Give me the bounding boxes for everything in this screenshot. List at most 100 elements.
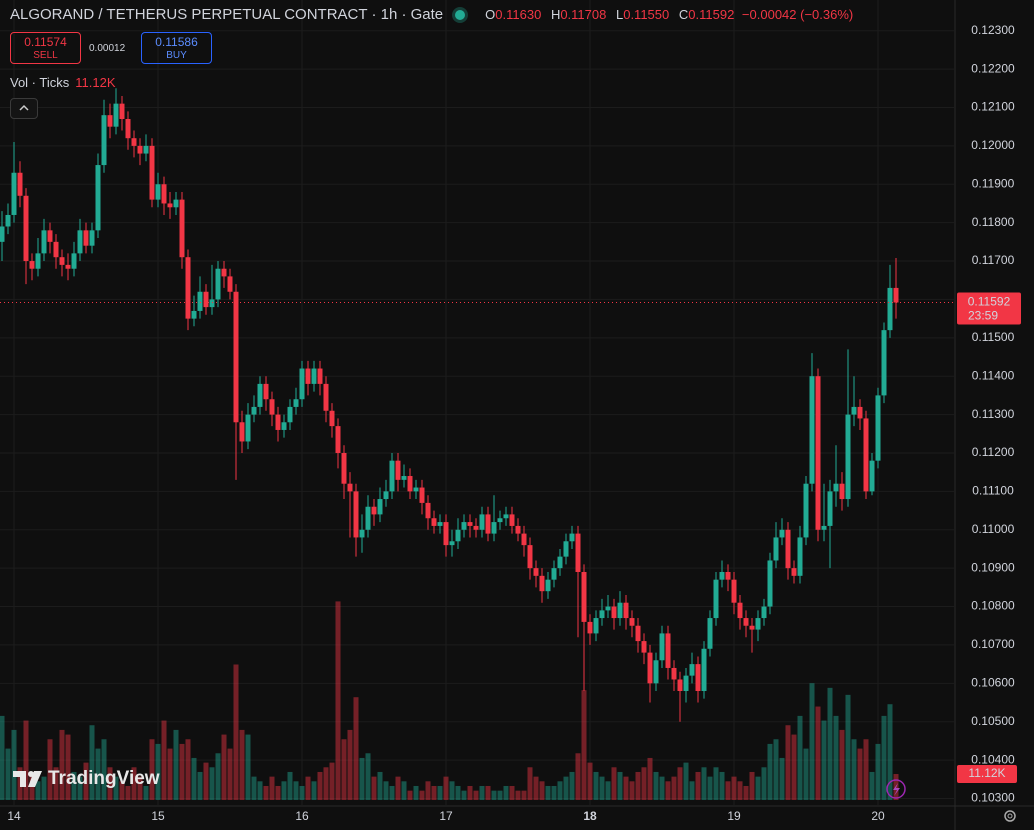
candle-body <box>725 571 731 580</box>
candle-body <box>419 487 425 503</box>
volume-bar <box>341 739 347 800</box>
candle-body <box>299 368 305 400</box>
candle-body <box>557 556 563 569</box>
logo: TradingView <box>12 768 160 790</box>
volume-bar <box>761 767 767 800</box>
candle-body <box>407 476 413 492</box>
volume-bar <box>233 664 239 800</box>
y-tick-label: 0.11000 <box>972 522 1015 536</box>
candle-body <box>461 522 467 530</box>
volume-bar <box>629 781 635 800</box>
volume-bar <box>365 753 371 800</box>
volume-bar <box>89 725 95 800</box>
candle-body <box>209 299 215 308</box>
volume-bar <box>281 781 287 800</box>
volume-bar <box>431 785 437 800</box>
volume-bar <box>635 771 641 800</box>
ohlc-key: L <box>615 7 624 22</box>
buy-button[interactable]: 0.11586 BUY <box>141 32 212 64</box>
volume-bar <box>755 776 761 800</box>
candle-body <box>863 418 869 492</box>
sell-button[interactable]: 0.11574 SELL <box>10 32 81 64</box>
ohlc-value: 0.11592 <box>688 7 735 22</box>
x-tick-label: 20 <box>871 809 885 823</box>
volume-bar <box>197 771 203 800</box>
y-tick-label: 0.11400 <box>972 368 1015 382</box>
volume-bar <box>221 734 227 800</box>
volume-bar <box>185 739 191 800</box>
candle-body <box>779 529 785 538</box>
candle-body <box>191 310 197 319</box>
volume-bar <box>209 767 215 800</box>
volume-bar <box>791 734 797 800</box>
volume-bar <box>461 790 467 800</box>
candle-body <box>641 641 647 653</box>
candle-body <box>677 679 683 691</box>
y-tick-label: 0.12200 <box>971 61 1015 75</box>
candle-body <box>449 541 455 546</box>
volume-value: 11.12K <box>75 75 116 90</box>
volume-bar <box>731 776 737 800</box>
volume-bar <box>215 753 221 800</box>
volume-bar <box>161 720 167 800</box>
volume-bar <box>821 720 827 800</box>
volume-bar <box>695 771 701 800</box>
volume-bar <box>839 729 845 800</box>
candle-body <box>833 483 839 492</box>
volume-bar <box>263 785 269 800</box>
candle-body <box>59 257 65 265</box>
volume-bar <box>251 776 257 800</box>
candle-body <box>743 618 749 626</box>
ohlc: O0.11630 H0.11708 L0.11550 C0.11592 −0.0… <box>479 7 853 22</box>
candle-body <box>797 537 803 576</box>
candle-body <box>335 426 341 453</box>
volume-bar <box>521 790 527 800</box>
sell-label: SELL <box>33 50 58 61</box>
candle-body <box>107 115 113 127</box>
x-tick-label: 19 <box>727 809 741 823</box>
volume-bar <box>227 748 233 800</box>
y-tick-label: 0.11900 <box>972 176 1015 190</box>
candle-body <box>551 568 557 580</box>
candle-body <box>701 648 707 691</box>
volume-bar <box>245 734 251 800</box>
volume-bar <box>101 739 107 800</box>
candle-body <box>293 399 299 407</box>
candle-body <box>761 606 767 619</box>
volume-bar <box>593 771 599 800</box>
candle-body <box>713 579 719 619</box>
volume-bar <box>551 785 557 800</box>
volume-bar <box>623 776 629 800</box>
ohlc-value: 0.11708 <box>560 7 607 22</box>
volume-bar <box>875 743 881 800</box>
volume-bar <box>335 601 341 800</box>
candle-body <box>467 522 473 526</box>
volume-bar <box>257 781 263 800</box>
candle-body <box>815 376 821 530</box>
candle-body <box>113 103 119 127</box>
candle-body <box>251 406 257 415</box>
volume-bar <box>53 767 59 800</box>
candle-body <box>533 568 539 576</box>
settings-icon[interactable] <box>1004 810 1016 822</box>
y-tick-label: 0.11300 <box>972 407 1015 421</box>
candle-body <box>227 276 233 292</box>
volume-bar <box>707 776 713 800</box>
lightning-icon[interactable] <box>886 779 906 799</box>
candle-body <box>317 368 323 384</box>
candle-body <box>395 460 401 480</box>
volume-bar <box>107 767 113 800</box>
ohlc-key: H <box>550 7 561 22</box>
candle-body <box>605 606 611 611</box>
y-tick-label: 0.11700 <box>972 253 1015 267</box>
candle-body <box>599 610 605 619</box>
volume-bar <box>305 776 311 800</box>
ohlc-key: O <box>485 7 496 22</box>
candle-body <box>77 230 83 254</box>
collapse-button[interactable] <box>10 98 38 119</box>
candle-body <box>125 119 131 139</box>
candle-body <box>173 199 179 208</box>
candle-body <box>665 633 671 668</box>
